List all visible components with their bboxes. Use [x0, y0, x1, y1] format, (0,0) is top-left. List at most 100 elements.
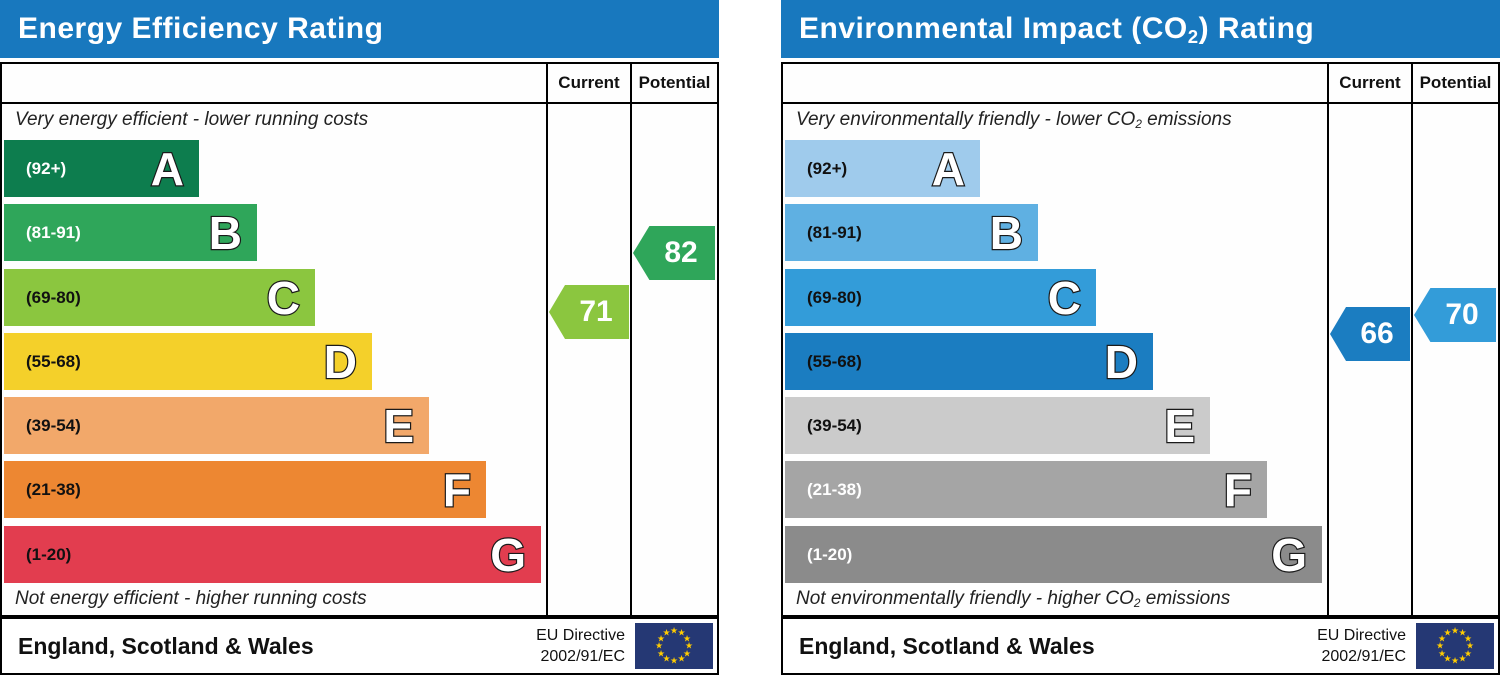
- top-caption: Very energy efficient - lower running co…: [15, 109, 368, 131]
- panel-footer: England, Scotland & Wales EU Directive 2…: [0, 617, 719, 675]
- band-row-e: (39-54) E: [4, 397, 429, 454]
- band-range-label: (55-68): [26, 351, 81, 371]
- band-row-f: (21-38) F: [785, 461, 1267, 518]
- header-divider: [2, 102, 717, 104]
- band-range-label: (81-91): [807, 222, 862, 242]
- panel-footer: England, Scotland & Wales EU Directive 2…: [781, 617, 1500, 675]
- band-row-e: (39-54) E: [785, 397, 1210, 454]
- band-letter: F: [1223, 463, 1254, 516]
- eu-flag-star: ★: [1435, 640, 1445, 651]
- column-divider: [1327, 64, 1329, 615]
- bottom-caption: Not environmentally friendly - higher CO…: [796, 588, 1230, 610]
- band-letter: E: [1163, 399, 1196, 452]
- band-range-label: (21-38): [26, 479, 81, 499]
- band-row-f: (21-38) F: [4, 461, 486, 518]
- band-range-label: (92+): [26, 158, 67, 178]
- current-column-header: Current: [558, 73, 620, 92]
- eu-flag-star: ★: [669, 625, 679, 636]
- eu-flag-star: ★: [1465, 640, 1475, 651]
- eu-flag-star: ★: [662, 627, 671, 638]
- caption-subscript: 2: [1135, 118, 1142, 132]
- title-part: ) Rating: [1198, 12, 1315, 45]
- current-column-header: Current: [1339, 73, 1401, 92]
- band-row-c: (69-80) C: [4, 269, 315, 326]
- eu-flag-star: ★: [1437, 633, 1447, 643]
- current-rating-value: 71: [579, 295, 613, 328]
- potential-column-header: Potential: [1419, 73, 1492, 92]
- eu-directive-line2: 2002/91/EC: [1321, 648, 1406, 665]
- eu-flag-star: ★: [654, 640, 664, 651]
- potential-column-header: Potential: [638, 73, 711, 92]
- caption-part: Not energy efficient - higher running co…: [15, 588, 367, 609]
- band-letter: G: [489, 528, 527, 581]
- caption-part: Very energy efficient - lower running co…: [15, 109, 369, 130]
- band-range-label: (39-54): [26, 415, 81, 435]
- eu-flag-star: ★: [677, 653, 686, 664]
- potential-rating-value: 70: [1445, 298, 1479, 331]
- eu-directive-line1: EU Directive: [536, 627, 625, 644]
- current-rating-value: 66: [1360, 317, 1394, 350]
- band-range-label: (39-54): [807, 415, 862, 435]
- eu-flag-star: ★: [684, 640, 694, 651]
- column-divider: [546, 64, 548, 615]
- region-label: England, Scotland & Wales: [18, 632, 314, 659]
- band-row-a: (92+) A: [785, 140, 980, 197]
- energy-efficiency-panel: Energy Efficiency Rating Current Potenti…: [0, 0, 719, 675]
- eu-flag-star: ★: [1463, 648, 1473, 658]
- energy-title-bar: Energy Efficiency Rating: [0, 0, 719, 58]
- energy-rating-chart: Current Potential Very energy efficient …: [0, 62, 719, 617]
- band-letter: A: [150, 142, 186, 195]
- eu-flag-star: ★: [656, 633, 666, 643]
- eu-flag-star: ★: [1458, 653, 1467, 664]
- band-range-label: (69-80): [26, 287, 81, 307]
- band-range-label: (1-20): [26, 544, 72, 564]
- potential-rating-value: 82: [664, 236, 698, 269]
- band-letter: B: [989, 206, 1025, 259]
- band-row-a: (92+) A: [4, 140, 199, 197]
- page-title: Energy Efficiency Rating: [18, 0, 383, 61]
- band-letter: B: [208, 206, 244, 259]
- eu-directive-label: EU Directive 2002/91/EC: [1317, 619, 1406, 673]
- band-row-d: (55-68) D: [785, 333, 1153, 390]
- band-range-label: (1-20): [807, 544, 853, 564]
- column-divider: [630, 64, 632, 615]
- band-range-label: (21-38): [807, 479, 862, 499]
- band-row-b: (81-91) B: [785, 204, 1038, 261]
- current-rating-arrow: 71: [549, 285, 629, 339]
- current-rating-arrow: 66: [1330, 307, 1410, 361]
- eu-flag-star: ★: [677, 627, 686, 638]
- bottom-caption: Not energy efficient - higher running co…: [15, 588, 367, 610]
- eu-directive-label: EU Directive 2002/91/EC: [536, 619, 625, 673]
- eu-flag-icon: ★ ★ ★ ★ ★ ★ ★ ★ ★ ★ ★ ★: [635, 623, 713, 669]
- eu-flag-star: ★: [1437, 648, 1447, 658]
- band-letter: D: [323, 335, 359, 388]
- top-caption: Very environmentally friendly - lower CO…: [796, 109, 1232, 131]
- eu-flag-star: ★: [1450, 655, 1460, 666]
- band-row-d: (55-68) D: [4, 333, 372, 390]
- band-row-c: (69-80) C: [785, 269, 1096, 326]
- title-subscript: 2: [1187, 26, 1199, 48]
- band-letter: G: [1270, 528, 1308, 581]
- environmental-impact-panel: Environmental Impact (CO2) Rating Curren…: [781, 0, 1500, 675]
- eu-flag-star: ★: [662, 653, 671, 664]
- eu-flag-star: ★: [1450, 625, 1460, 636]
- caption-subscript: 2: [1133, 597, 1141, 611]
- band-letter: E: [382, 399, 415, 452]
- band-letter: F: [442, 463, 473, 516]
- eu-directive-line1: EU Directive: [1317, 627, 1406, 644]
- band-letter: D: [1104, 335, 1140, 388]
- page-title: Environmental Impact (CO2) Rating: [799, 0, 1314, 61]
- band-letter: A: [931, 142, 967, 195]
- environmental-title-bar: Environmental Impact (CO2) Rating: [781, 0, 1500, 58]
- header-divider: [783, 102, 1498, 104]
- caption-part: Very environmentally friendly - lower CO: [796, 109, 1136, 130]
- title-part: Environmental Impact (CO: [799, 12, 1188, 45]
- band-range-label: (55-68): [807, 351, 862, 371]
- band-row-g: (1-20) G: [4, 526, 541, 583]
- band-range-label: (81-91): [26, 222, 81, 242]
- column-divider: [1411, 64, 1413, 615]
- eu-flag-icon: ★ ★ ★ ★ ★ ★ ★ ★ ★ ★ ★ ★: [1416, 623, 1494, 669]
- potential-rating-arrow: 70: [1414, 288, 1496, 342]
- eu-flag-star: ★: [1443, 653, 1452, 664]
